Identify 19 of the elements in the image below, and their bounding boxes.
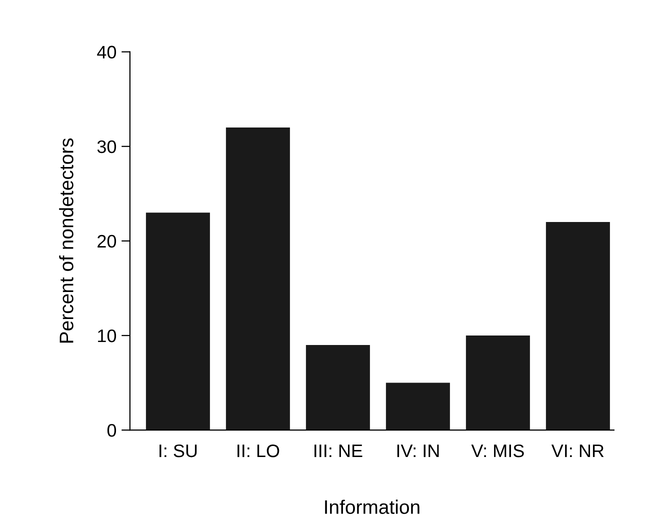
y-tick-label: 40 <box>97 46 116 59</box>
y-tick-label: 20 <box>98 234 116 248</box>
x-tick-label: V: MIS <box>471 444 524 458</box>
x-tick-label: III: NE <box>314 444 362 458</box>
x-tick-label: IV: IN <box>397 444 439 458</box>
y-tick-label: 10 <box>98 329 116 342</box>
bar <box>466 336 530 430</box>
bar <box>386 382 450 430</box>
y-tick-label: 30 <box>97 140 116 154</box>
bar <box>306 344 370 430</box>
bar <box>146 212 210 430</box>
y-axis-title: Percent of nondetectors <box>59 138 74 343</box>
x-axis-title: Information <box>325 500 420 514</box>
x-tick-label: I: SU <box>160 444 197 458</box>
bar <box>546 222 610 430</box>
x-tick-label: VI: NR <box>551 444 604 458</box>
bar <box>226 127 290 430</box>
y-tick-label: 0 <box>107 424 116 437</box>
x-tick-label: II: LO <box>238 444 280 458</box>
